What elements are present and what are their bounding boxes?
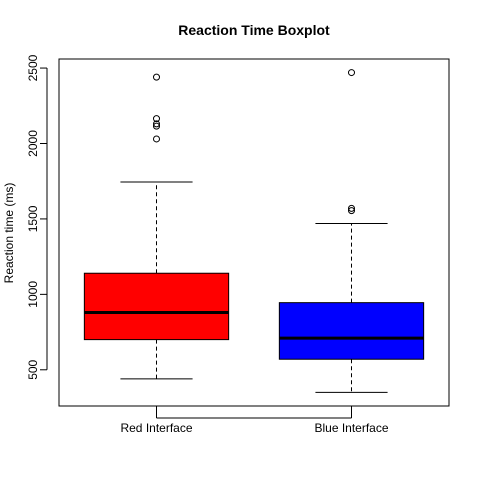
chart-title: Reaction Time Boxplot (178, 22, 330, 38)
blue-interface-outlier-point (348, 204, 355, 212)
y-tick-label: 2000 (26, 130, 40, 157)
plot-frame (58, 58, 450, 407)
red-interface-outlier-point (153, 73, 160, 81)
y-axis-label: Reaction time (ms) (2, 183, 16, 284)
red-interface-outlier-point (153, 135, 160, 143)
x-axis: Red Interface Blue Interface (120, 406, 389, 435)
boxes-group (83, 69, 425, 393)
red-interface-outlier-point (153, 122, 160, 130)
x-tick-label: Blue Interface (314, 421, 388, 435)
red-interface-outlier-point (153, 120, 160, 128)
red-interface-outlier-point (153, 115, 160, 123)
blue-interface-outlier-point (348, 207, 355, 215)
y-tick-label: 2500 (26, 54, 40, 81)
red-interface-box (83, 272, 230, 341)
blue-interface-outlier-point (348, 69, 355, 77)
blue-interface-box (278, 302, 425, 360)
y-tick-label: 1500 (26, 205, 40, 232)
y-axis: 500 1000 1500 2000 2500 (26, 54, 48, 380)
y-tick-label: 1000 (26, 281, 40, 308)
x-tick-label: Red Interface (120, 421, 192, 435)
y-tick-label: 500 (26, 359, 40, 379)
